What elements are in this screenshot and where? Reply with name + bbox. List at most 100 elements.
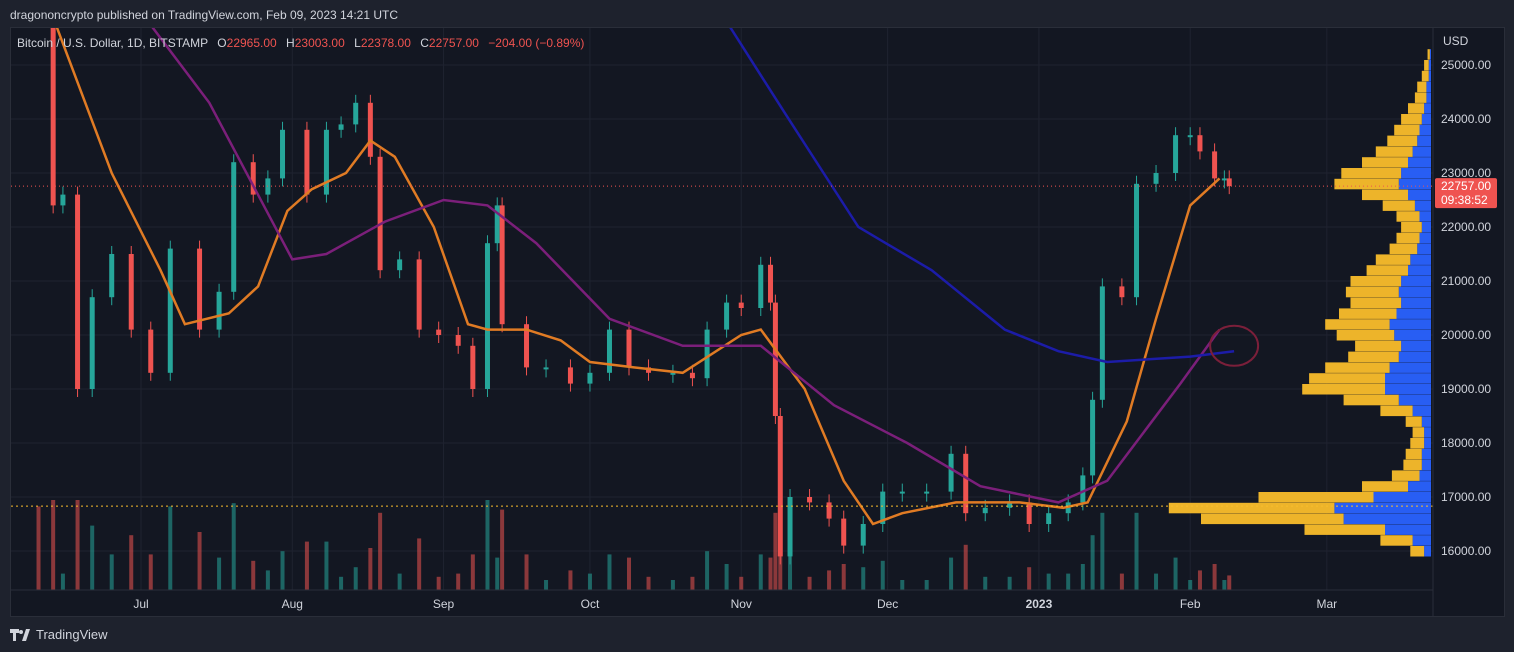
- low-label: L: [354, 36, 361, 50]
- candle-body: [128, 254, 134, 330]
- volume-profile-up: [1427, 49, 1430, 60]
- volume-bar: [417, 538, 422, 590]
- volume-profile-down: [1385, 524, 1431, 535]
- volume-bar: [60, 573, 65, 590]
- volume-bar: [197, 532, 202, 590]
- moving-average-2: [151, 28, 1221, 504]
- volume-bar: [436, 576, 441, 590]
- candle-body: [377, 156, 383, 271]
- volume-bar: [1046, 573, 1051, 590]
- volume-profile-up: [1348, 351, 1399, 363]
- close-value: 22757.00: [428, 36, 479, 50]
- time-tick-label: Dec: [877, 597, 898, 611]
- volume-bar: [705, 551, 710, 590]
- volume-bar: [524, 554, 529, 590]
- volume-bar: [758, 554, 763, 590]
- volume-bar: [217, 557, 222, 590]
- volume-profile-down: [1408, 189, 1431, 201]
- candle-body: [738, 302, 744, 308]
- candle-body: [777, 416, 783, 557]
- brand-footer[interactable]: TradingView: [10, 627, 108, 642]
- volume-bar: [924, 580, 929, 590]
- volume-bar: [768, 557, 773, 590]
- volume-bar: [900, 580, 905, 590]
- volume-profile-up: [1362, 189, 1408, 201]
- candle-body: [982, 507, 988, 514]
- high-label: H: [286, 36, 295, 50]
- volume-profile-down: [1385, 384, 1431, 395]
- last-price-badge: [1435, 178, 1497, 209]
- volume-profile-up: [1380, 535, 1413, 546]
- volume-bar: [1007, 576, 1012, 590]
- volume-profile-down: [1419, 211, 1431, 222]
- volume-bar: [1222, 580, 1227, 590]
- volume-profile-down: [1408, 481, 1431, 492]
- volume-profile-down: [1419, 232, 1431, 244]
- volume-bar: [1212, 564, 1217, 590]
- volume-profile-up: [1366, 265, 1408, 276]
- volume-profile-up: [1389, 243, 1418, 255]
- volume-profile-down: [1419, 124, 1431, 136]
- time-tick-label: Aug: [282, 597, 303, 611]
- candle-body: [250, 162, 256, 195]
- candle-body: [1153, 173, 1159, 184]
- candle-body: [197, 248, 203, 330]
- candle-body: [948, 453, 954, 492]
- volume-profile-down: [1385, 373, 1431, 384]
- volume-profile-up: [1350, 276, 1402, 287]
- volume-bar: [1154, 573, 1159, 590]
- chart-panel[interactable]: USD 16000.00 17000.00 18000.00 19000.00 20000…: [10, 27, 1505, 617]
- candle-body: [397, 259, 403, 271]
- volume-profile-up: [1201, 513, 1344, 525]
- volume-profile-up: [1403, 459, 1422, 471]
- candle-body: [768, 264, 774, 303]
- volume-profile-down: [1398, 178, 1431, 190]
- volume-bar: [339, 576, 344, 590]
- candle-body: [470, 345, 476, 389]
- candle-body: [75, 194, 81, 389]
- volume-profile-up: [1350, 297, 1402, 309]
- volume-bar: [75, 500, 80, 590]
- volume-profile-up: [1304, 524, 1385, 535]
- volume-bar: [495, 557, 500, 590]
- volume-profile-up: [1387, 135, 1418, 147]
- volume-profile-down: [1343, 513, 1431, 525]
- volume-bar: [1227, 575, 1232, 590]
- volume-bar: [724, 564, 729, 590]
- volume-profile-up: [1401, 114, 1422, 125]
- time-tick-label: Feb: [1180, 597, 1201, 611]
- price-tick-label: 19000.00: [1441, 382, 1491, 396]
- volume-profile-down: [1401, 276, 1431, 287]
- candle-body: [1046, 513, 1052, 524]
- price-chart[interactable]: USD 16000.00 17000.00 18000.00 19000.00 20000…: [11, 28, 1505, 617]
- volume-profile-down: [1424, 438, 1431, 449]
- candle-body: [626, 329, 632, 368]
- candle-body: [338, 124, 344, 130]
- time-tick-label: Oct: [581, 597, 600, 611]
- volume-profile-down: [1429, 49, 1431, 60]
- volume-profile-up: [1375, 146, 1413, 157]
- volume-profile-down: [1421, 459, 1431, 471]
- volume-profile-up: [1355, 340, 1402, 352]
- volume-bar: [324, 541, 329, 590]
- time-tick-label: Mar: [1317, 597, 1338, 611]
- open-label: O: [217, 36, 227, 50]
- volume-profile-up: [1341, 168, 1402, 179]
- price-tick-label: 16000.00: [1441, 544, 1491, 558]
- high-value: 23003.00: [294, 36, 345, 50]
- candle-body: [567, 367, 573, 384]
- time-tick-label: Jul: [133, 597, 148, 611]
- volume-bar: [607, 554, 612, 590]
- annotation-circle: [1209, 324, 1260, 367]
- volume-bar: [646, 576, 651, 590]
- candle-body: [304, 129, 310, 195]
- candle-body: [899, 491, 905, 494]
- volume-bar: [949, 557, 954, 590]
- volume-profile-down: [1394, 330, 1431, 341]
- volume-profile-down: [1426, 92, 1431, 103]
- low-value: 22378.00: [360, 36, 411, 50]
- volume-bar: [148, 554, 153, 590]
- volume-profile-down: [1401, 297, 1431, 309]
- volume-profile-up: [1343, 394, 1399, 406]
- publish-caption: dragononcrypto published on TradingView.…: [10, 8, 398, 22]
